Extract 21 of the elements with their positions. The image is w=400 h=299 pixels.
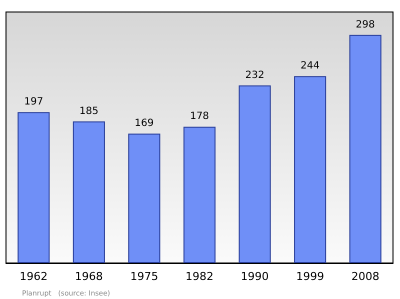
bar	[294, 76, 326, 263]
x-tick-label: 1975	[130, 270, 158, 283]
data-label: 298	[356, 19, 375, 30]
data-label: 169	[134, 118, 154, 130]
bar	[238, 85, 271, 263]
data-label: 244	[300, 60, 320, 72]
x-tick-label: 1968	[74, 270, 103, 283]
data-label: 178	[190, 111, 210, 122]
data-label: 185	[79, 106, 98, 117]
x-tick-label: 1962	[20, 270, 48, 283]
bar	[128, 134, 160, 263]
bar	[349, 34, 382, 263]
bar	[18, 112, 50, 263]
x-tick-label: 2008	[351, 270, 380, 283]
data-label: 232	[245, 70, 264, 81]
x-tick-label: 1990	[240, 270, 269, 283]
data-label: 197	[24, 96, 44, 108]
bar	[72, 121, 105, 263]
bar	[183, 126, 216, 263]
x-tick-label: 1982	[186, 270, 214, 283]
x-tick-label: 1999	[296, 270, 324, 283]
